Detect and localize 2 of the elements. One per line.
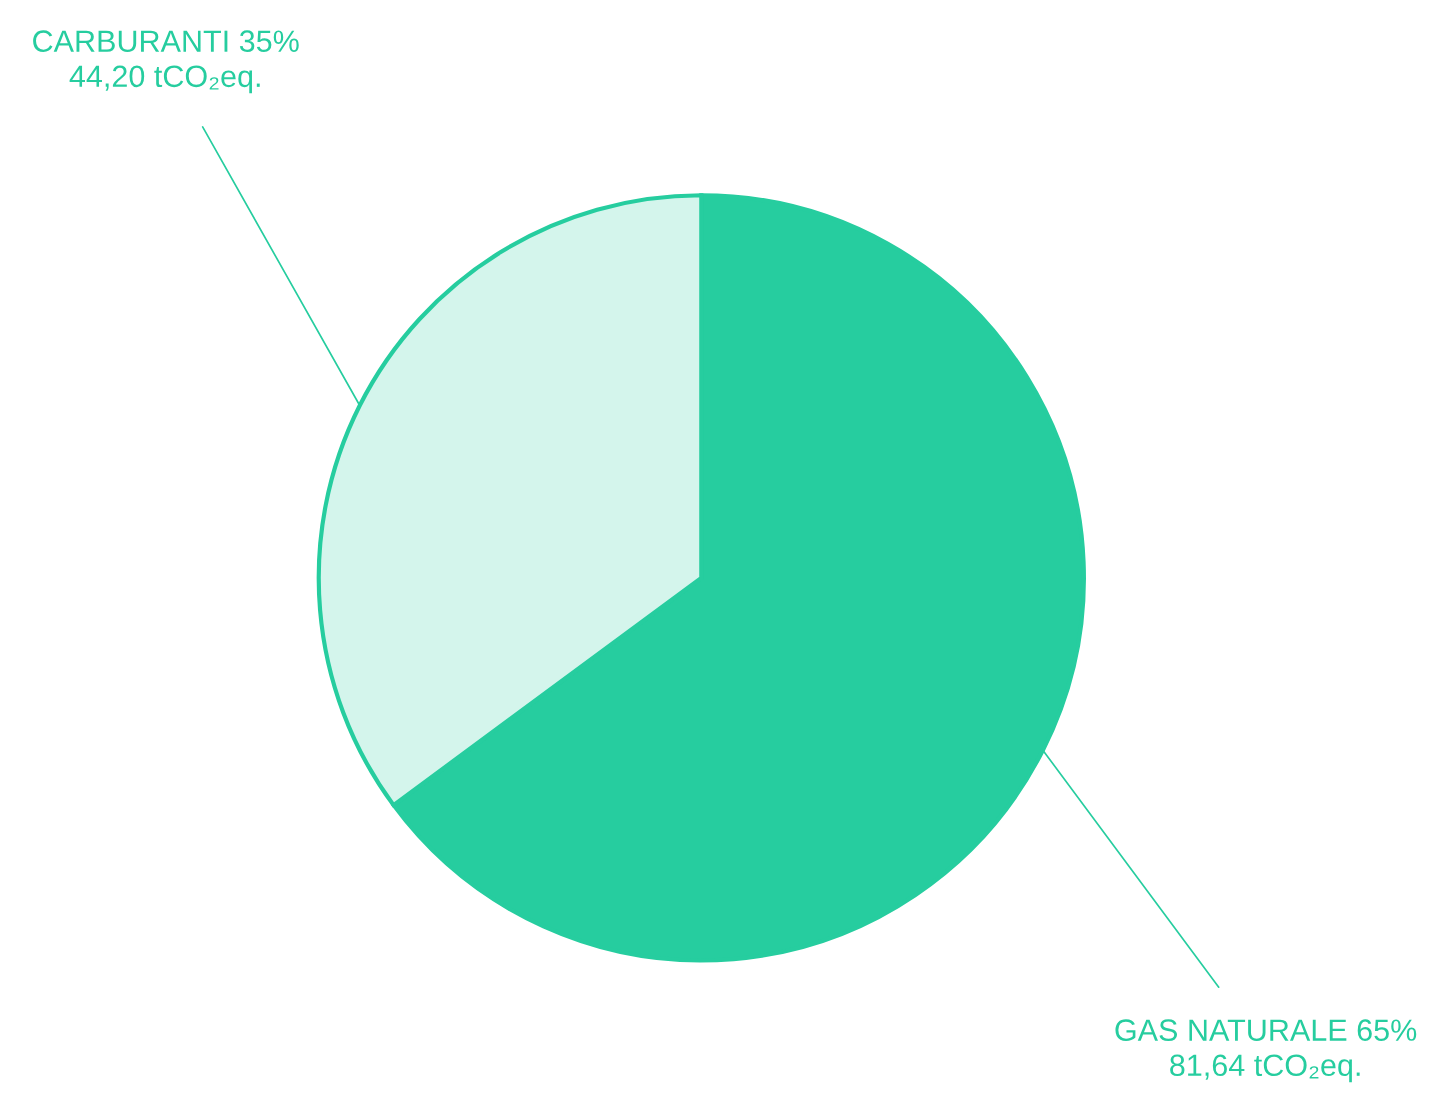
slice-label: GAS NATURALE 65% 81,64 tCO₂eq. (1115, 1019, 1417, 1083)
slice-label: CARBURANTI 35% 44,20 tCO₂eq. (33, 30, 299, 94)
